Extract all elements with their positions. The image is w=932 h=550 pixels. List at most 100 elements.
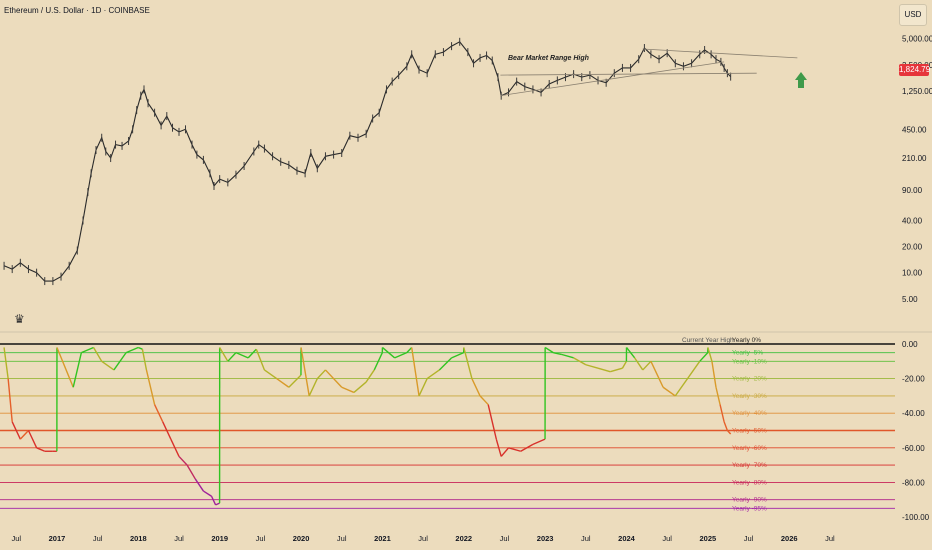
level-label: Yearly -80% xyxy=(732,479,767,486)
current-year-high-label: Current Year High xyxy=(682,337,734,344)
drawdown-segment xyxy=(411,347,420,397)
drawdown-segment xyxy=(324,369,343,388)
time-axis-tick-label: Jul xyxy=(500,534,510,543)
drawdown-segment xyxy=(276,378,290,388)
drawdown-axis-tick-label: -20.00 xyxy=(902,375,925,384)
last-price-badge: 1,824.79 xyxy=(899,64,931,76)
drawdown-segment xyxy=(451,352,464,359)
price-axis-tick-label: 90.00 xyxy=(902,186,923,195)
level-label: Yearly -40% xyxy=(732,410,767,417)
drawdown-segment xyxy=(597,367,611,373)
level-label: Yearly -95% xyxy=(732,505,767,512)
price-axis-tick-label: 20.00 xyxy=(902,243,923,252)
drawdown-segment xyxy=(719,404,725,423)
time-axis-tick-label: 2018 xyxy=(130,534,147,543)
drawdown-segment xyxy=(300,347,310,397)
drawdown-segment xyxy=(145,369,156,405)
drawdown-indicator-pane: 0.00 -20.00 -40.00 -60.00 -80.00 -100.00 Yearl… xyxy=(0,337,930,522)
drawdown-segment xyxy=(553,351,562,356)
drawdown-axis-tick-label: 0.00 xyxy=(902,340,918,349)
drawdown-segment xyxy=(686,360,701,380)
drawdown-segment xyxy=(438,357,453,371)
level-label: Yearly -60% xyxy=(732,445,767,452)
drawdown-segment xyxy=(19,430,29,440)
drawdown-segment xyxy=(138,346,143,350)
time-axis-tick-label: 2020 xyxy=(293,534,310,543)
time-axis-tick-label: Jul xyxy=(93,534,103,543)
drawdown-segment xyxy=(674,378,689,397)
drawdown-segment xyxy=(621,360,628,369)
level-label: Yearly -5% xyxy=(732,350,763,357)
drawdown-segment xyxy=(7,378,13,422)
drawdown-segment xyxy=(699,352,709,362)
time-axis-tick-label: Jul xyxy=(825,534,835,543)
drawdown-segment xyxy=(316,369,326,380)
drawdown-segment xyxy=(365,369,375,383)
drawdown-segment xyxy=(308,378,318,397)
drawdown-segment xyxy=(406,346,413,354)
drawdown-segment xyxy=(373,352,383,371)
price-axis-tick-label: 450.00 xyxy=(902,125,927,134)
drawdown-segment xyxy=(81,346,94,354)
drawdown-segment xyxy=(500,447,510,457)
level-label: Yearly -30% xyxy=(732,393,767,400)
price-axis-tick-label: 10.00 xyxy=(902,269,923,278)
time-axis-tick-label: 2024 xyxy=(618,534,636,543)
drawdown-segment xyxy=(610,367,623,373)
drawdown-axis-tick-label: -60.00 xyxy=(902,444,925,453)
drawdown-segment xyxy=(255,348,266,371)
drawdown-segment xyxy=(125,346,139,354)
drawdown-segment xyxy=(625,347,636,359)
drawdown-segment xyxy=(11,421,21,440)
drawdown-segment xyxy=(219,347,229,362)
drawdown-segment xyxy=(141,349,148,371)
drawdown-segment xyxy=(353,381,367,393)
drawdown-segment xyxy=(726,430,732,435)
time-axis-tick-label: 2023 xyxy=(537,534,554,543)
range-low-line xyxy=(500,72,757,76)
time-axis-tick-label: 2017 xyxy=(49,534,66,543)
level-label: Yearly -20% xyxy=(732,376,767,383)
drawdown-segment xyxy=(650,361,664,388)
drawdown-segment xyxy=(264,369,278,380)
range-trendline xyxy=(500,61,725,97)
drawdown-segment xyxy=(487,404,497,440)
drawdown-segment xyxy=(247,348,257,359)
price-axis-tick-label: 210.00 xyxy=(902,154,927,163)
drawdown-segment xyxy=(72,352,83,388)
time-axis-tick-label: Jul xyxy=(256,534,266,543)
drawdown-segment xyxy=(532,438,546,445)
drawdown-segment xyxy=(426,369,440,380)
time-axis-tick-label: Jul xyxy=(11,534,21,543)
drawdown-segment xyxy=(707,347,713,362)
drawdown-segment xyxy=(381,346,396,359)
drawdown-segment xyxy=(113,352,127,371)
time-axis-tick-label: Jul xyxy=(174,534,184,543)
drawdown-segment xyxy=(186,464,196,480)
drawdown-axis-tick-label: -80.00 xyxy=(902,478,925,487)
drawdown-segment xyxy=(153,404,164,423)
time-axis-tick-label: Jul xyxy=(581,534,591,543)
drawdown-segment xyxy=(27,430,38,449)
time-axis-tick-label: 2022 xyxy=(455,534,472,543)
level-label: Yearly -90% xyxy=(732,497,767,504)
drawdown-segment xyxy=(341,386,355,394)
range-high-line xyxy=(642,48,798,59)
drawdown-segment xyxy=(711,361,717,388)
drawdown-segment xyxy=(178,455,188,466)
drawdown-segment xyxy=(479,395,489,406)
currency-button[interactable]: USD xyxy=(899,4,927,26)
drawdown-segment xyxy=(394,352,408,359)
level-label: Yearly -50% xyxy=(732,428,767,435)
range-annotation: Bear Market Range High xyxy=(508,55,589,62)
chart-title: Ethereum / U.S. Dollar · 1D · COINBASE xyxy=(4,6,150,15)
drawdown-segment xyxy=(544,346,554,354)
drawdown-segment xyxy=(162,421,172,440)
price-axis-tick-label: 1,250.00 xyxy=(902,87,932,96)
drawdown-segment xyxy=(36,447,46,452)
time-axis-tick-label: Jul xyxy=(662,534,672,543)
time-axis-tick-label: Jul xyxy=(337,534,347,543)
up-arrow-icon xyxy=(795,72,807,88)
drawdown-segment xyxy=(508,447,521,452)
